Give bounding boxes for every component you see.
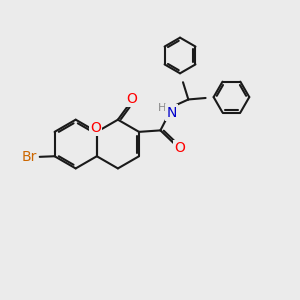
Text: H: H bbox=[158, 103, 166, 113]
Text: O: O bbox=[126, 92, 137, 106]
Text: Br: Br bbox=[22, 150, 37, 164]
Text: N: N bbox=[166, 106, 177, 119]
Text: O: O bbox=[90, 121, 101, 135]
Text: O: O bbox=[174, 141, 185, 155]
